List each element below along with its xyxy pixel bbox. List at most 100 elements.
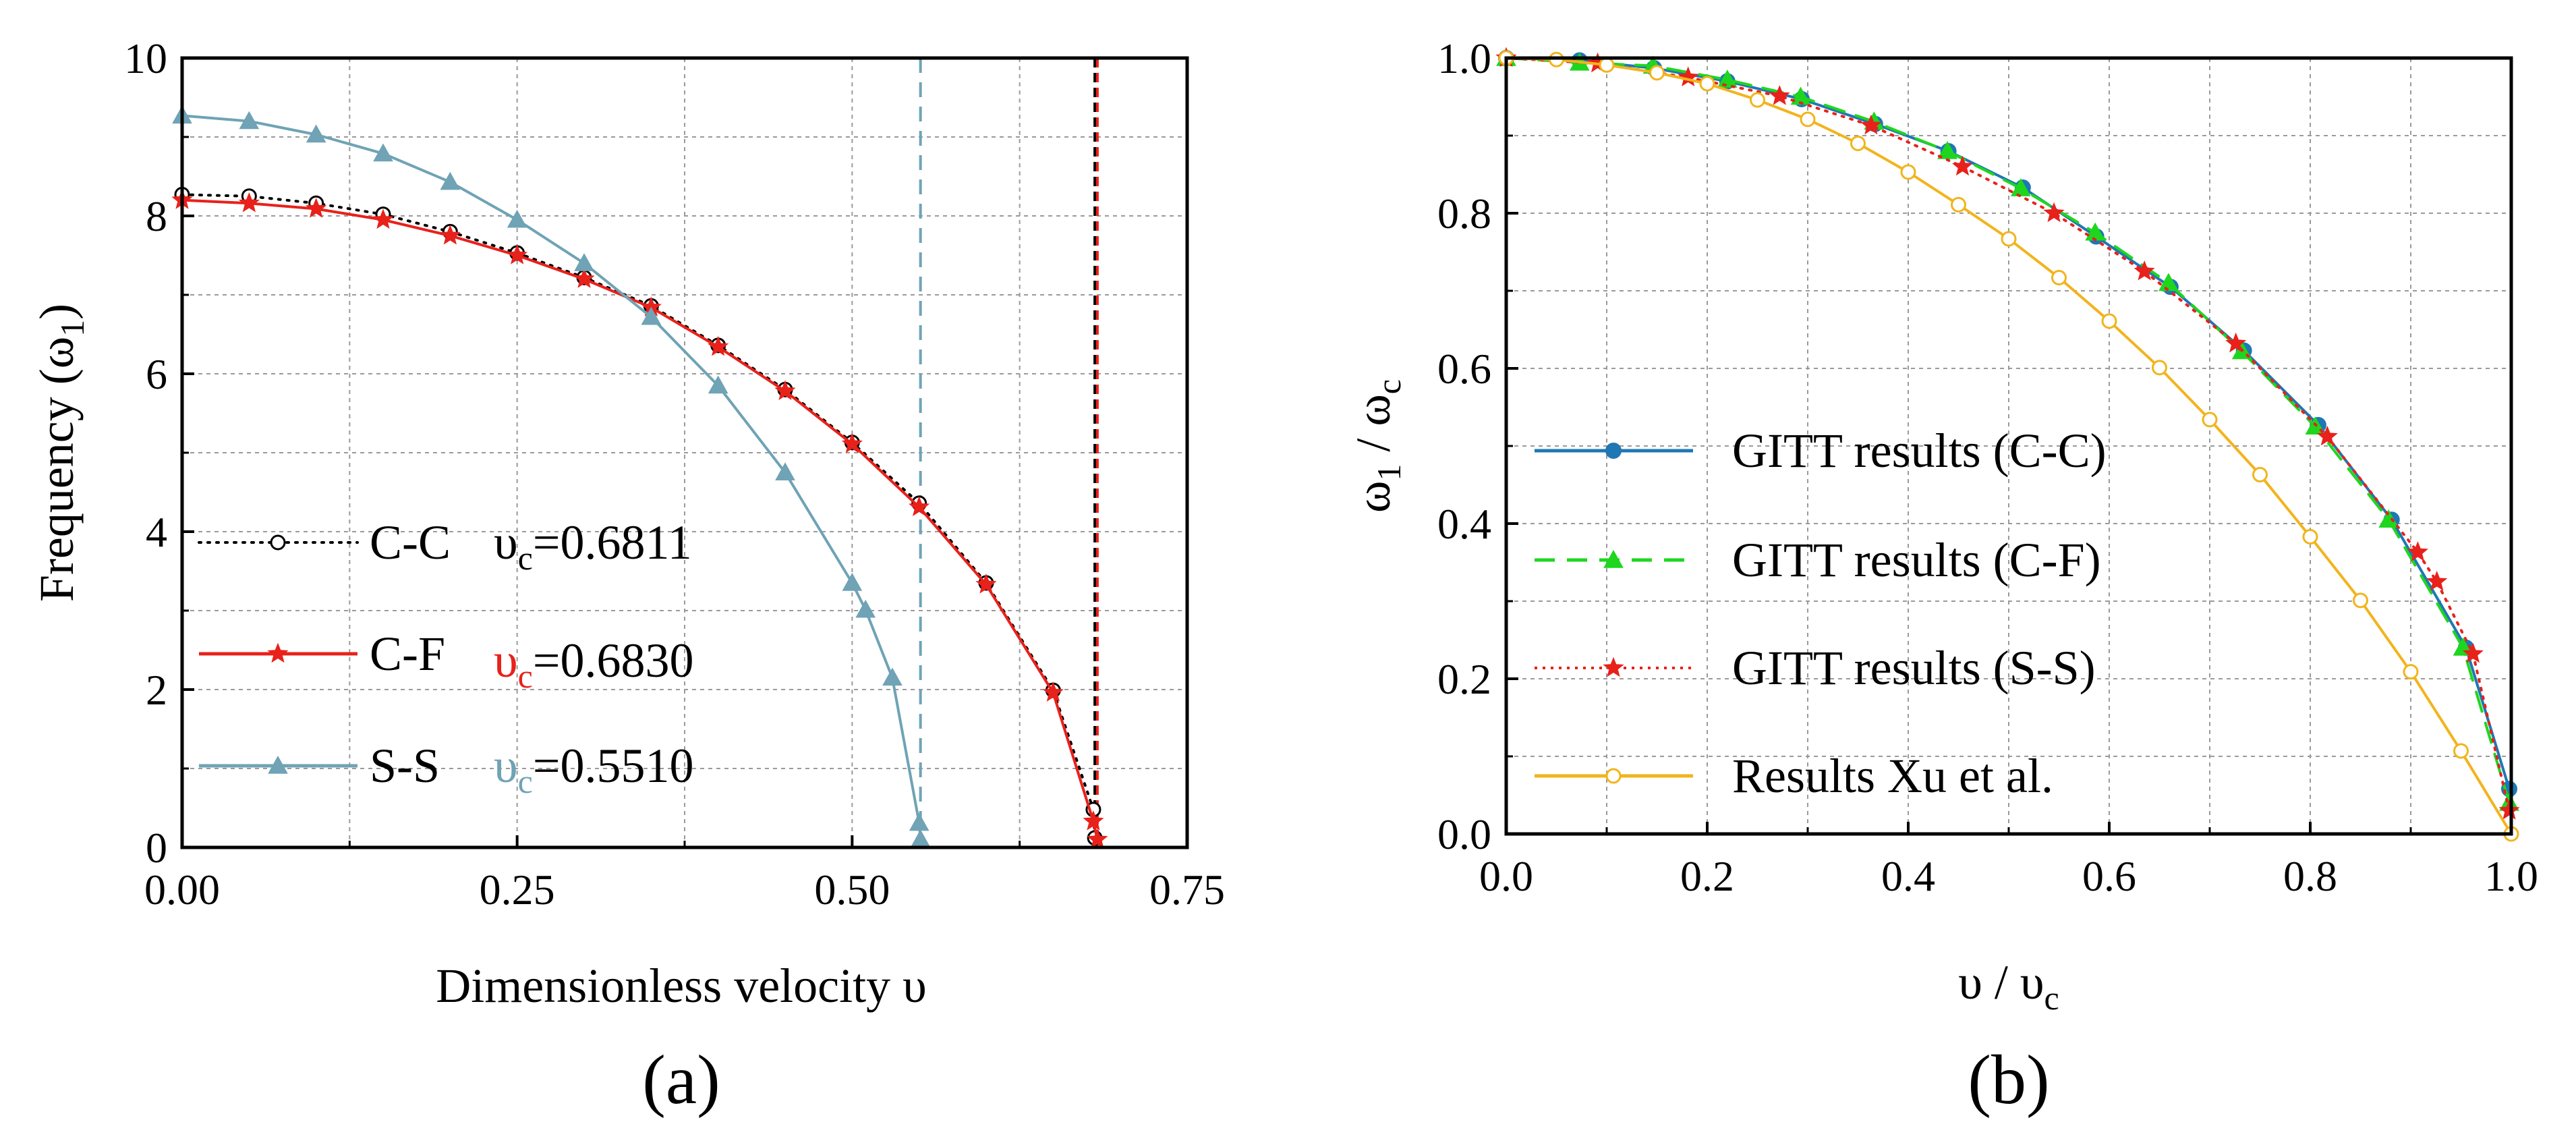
series-2-point [2426, 570, 2448, 591]
legend-b-cf-symbol [1603, 549, 1624, 568]
series-2-point [1769, 85, 1790, 105]
series-1-point [1717, 69, 1738, 88]
legend-a-ss-marker [268, 755, 288, 774]
legend-b-cc-symbol [1605, 443, 1622, 459]
series-2-point [708, 375, 728, 394]
series-3-point [1750, 92, 1765, 108]
chart-b-ylabel-main: ω [1346, 481, 1400, 513]
legend-b-xu-symbol [1605, 768, 1622, 784]
x-tick-label: 0.4 [1881, 852, 1935, 900]
legend-a-item-cf: C-F υc=0.6830 [199, 627, 693, 695]
series-1-point [1790, 86, 1811, 105]
chart-a-plot [171, 58, 1108, 849]
y-tick-label: 0.2 [1437, 655, 1491, 703]
series-2-point [855, 599, 876, 618]
chart-b-ylabel: ω1 / ωc [1346, 379, 1408, 513]
series-3-point [1951, 196, 1966, 213]
series-1-point [909, 496, 930, 517]
series-1-point [841, 432, 863, 453]
y-tick-label: 1.0 [1437, 34, 1491, 82]
chart-a-ticks: 0.00 0.25 0.50 0.75 0 2 4 6 8 10 [124, 34, 1225, 914]
legend-b-ss-name: GITT results (S-S) [1732, 641, 2096, 695]
y-tick-label: 0.8 [1437, 190, 1491, 237]
series-1-point [2158, 273, 2179, 291]
series-line-2 [1505, 57, 2511, 812]
legend-b-cc-name: GITT results (C-C) [1732, 424, 2107, 478]
series-1-point [306, 198, 327, 218]
legend-a-ss-crit-sym: υ [494, 739, 518, 793]
series-line-2 [181, 114, 922, 841]
legend-a-cc-crit-sub: c [518, 539, 533, 577]
legend-a-cc-symbol [270, 534, 286, 551]
chart-b-ticks: 0.0 0.2 0.4 0.6 0.8 1.0 0.0 0.2 0.4 0.6 0.8 1.0 [1437, 34, 2538, 900]
legend-b-item-cf: GITT results (C-F) [1535, 533, 2101, 587]
chart-b-ylabel-mid: / ω [1346, 394, 1400, 464]
series-3-point [2101, 313, 2117, 329]
series-3-point [2353, 592, 2368, 609]
y-tick-label: 0.4 [1437, 500, 1491, 548]
series-1-point [1042, 681, 1064, 702]
legend-a-cf-critical: υc=0.6830 [494, 634, 693, 695]
legend-a-cf-marker [267, 642, 289, 663]
series-3-point [2202, 412, 2218, 428]
series-2-point [306, 124, 326, 143]
y-tick-label: 8 [146, 192, 167, 240]
series-3-point [1599, 57, 1615, 73]
chart-b-legend: GITT results (C-C) GITT results (C-F) GI… [1535, 424, 2107, 803]
series-3-point [1649, 65, 1665, 81]
series-2-point [2134, 260, 2155, 281]
series-1-point [975, 574, 997, 594]
series-1-point [238, 192, 260, 213]
series-2-point [882, 667, 903, 686]
series-2-point [2225, 332, 2247, 353]
series-2-point [1678, 66, 1699, 87]
series-2-point [440, 171, 461, 190]
series-2-point [507, 209, 527, 228]
legend-b-item-xu: Results Xu et al. [1535, 749, 2053, 803]
series-2-point [1860, 114, 1882, 135]
legend-a-cf-crit-val: =0.6830 [533, 634, 694, 688]
chart-a-ylabel-close: ) [30, 304, 84, 320]
series-2-point [641, 306, 662, 325]
x-tick-label: 0.2 [1680, 852, 1734, 900]
y-tick-label: 0.6 [1437, 345, 1491, 393]
legend-a-item-cc: C-C υc=0.6811 [198, 515, 692, 577]
legend-b-ss-marker [1603, 656, 1624, 677]
series-2-point [2407, 541, 2428, 561]
x-tick-label: 0.0 [1479, 852, 1533, 900]
chart-a: 0.00 0.25 0.50 0.75 0 2 4 6 8 10 Dimensionless ve… [30, 34, 1225, 1119]
series-3-point [2152, 360, 2167, 376]
series-2-point [2462, 642, 2484, 663]
series-1-point [507, 244, 528, 264]
panel-a-label: (a) [642, 1041, 720, 1119]
legend-a-cc-marker [270, 534, 286, 551]
legend-b-item-cc: GITT results (C-C) [1535, 424, 2107, 478]
series-3-point [2051, 269, 2067, 285]
legend-a-ss-name: S-S [370, 739, 440, 793]
series-3-point [1800, 111, 1816, 128]
series-1-point [708, 335, 729, 356]
series-2-point [842, 573, 863, 591]
series-2-point [2043, 202, 2065, 223]
y-tick-label: 0.0 [1437, 810, 1491, 858]
y-tick-label: 10 [124, 34, 167, 82]
legend-a-ss-crit-sub: c [518, 762, 533, 800]
x-tick-label: 0.25 [480, 866, 555, 914]
legend-b-cc-marker [1605, 443, 1622, 459]
series-1-point [573, 268, 595, 288]
y-tick-label: 2 [146, 666, 167, 714]
series-3-point [2001, 231, 2017, 247]
series-3-point [1699, 76, 1715, 92]
chart-b-xlabel-sub: c [2044, 979, 2059, 1017]
series-2-point [574, 253, 594, 271]
y-tick-label: 6 [146, 350, 167, 398]
panel-b-label: (b) [1968, 1041, 2049, 1119]
chart-b-xlabel: υ / υc [1958, 955, 2059, 1017]
legend-a-cf-name: C-F [370, 627, 445, 681]
series-1-point [439, 224, 461, 245]
series-2-point [775, 462, 795, 480]
series-1-point [1083, 810, 1104, 831]
series-line-1 [181, 198, 1099, 841]
chart-a-ylabel: Frequency (ω1) [30, 304, 91, 602]
